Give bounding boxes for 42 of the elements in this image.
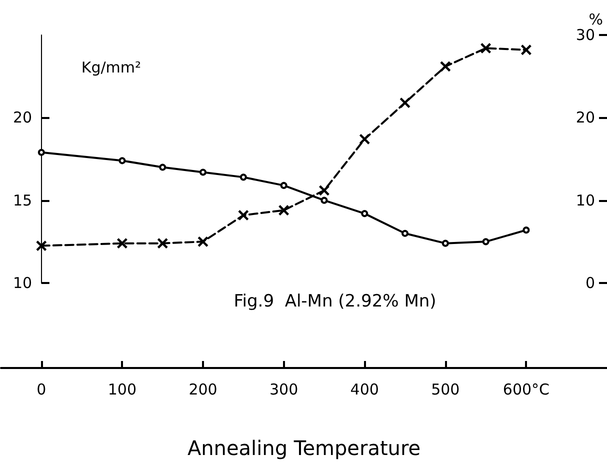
point [158,238,168,248]
point [200,168,206,176]
point [118,157,126,164]
x-tick-label: 0 [36,380,46,398]
point [482,238,490,246]
point [238,210,248,220]
point [320,196,328,204]
y-axis-title: Kg/mm² [81,58,142,76]
x-tick-label: 200 [188,380,218,398]
x-tick-label: 500 [431,380,460,398]
y2-axis-title: % [588,10,603,28]
y-tick-label: 10 [13,274,32,292]
point [442,240,449,247]
point [198,236,208,247]
point [360,134,370,144]
y2-tick-label: 10 [576,191,595,210]
point [240,174,247,181]
point [400,98,410,108]
x-tick-label: 400 [350,380,379,398]
x-tick-label: 300 [269,380,298,398]
point [480,43,491,54]
point [521,44,532,55]
point [440,61,450,72]
point [36,240,46,251]
text: Fig.9 Al-Mn (2.92% Mn) [234,292,436,312]
point [38,148,45,156]
point [117,238,128,248]
point [278,205,289,216]
x-tick-label: 600°C [502,380,550,398]
y-tick-label: 15 [13,191,32,210]
y2-tick-label: 0 [585,274,595,292]
y2-tick-label: 20 [576,108,595,127]
point [522,226,530,234]
point [159,164,166,171]
y-tick-label: 20 [13,108,32,127]
point [361,210,368,218]
point [402,230,408,237]
x-axis-title: Annealing Temperature [187,436,421,460]
y2-tick-label: 30 [576,26,595,44]
point [280,182,288,189]
point [319,185,330,196]
x-tick-label: 100 [108,380,137,398]
